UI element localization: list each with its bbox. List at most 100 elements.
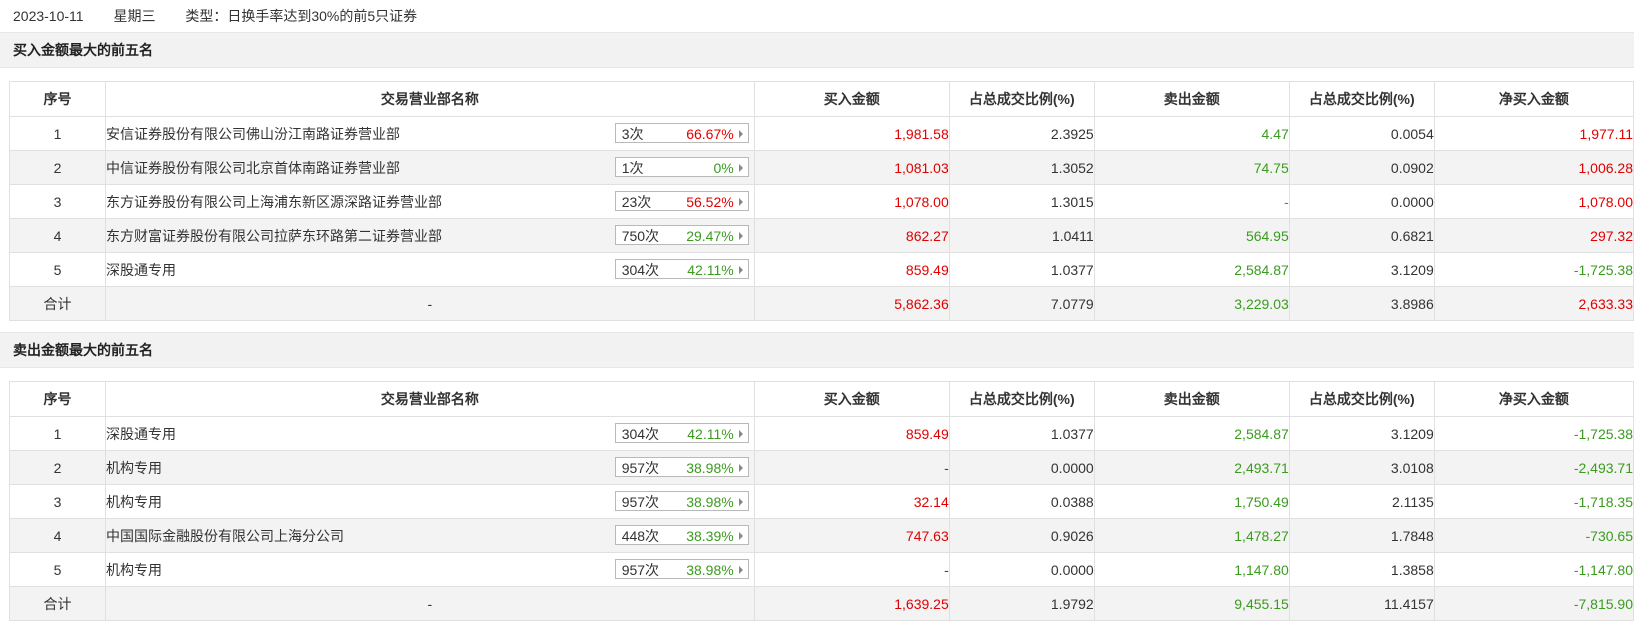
rise-probability: 42.11%	[687, 426, 734, 442]
rise-probability: 66.67%	[686, 126, 734, 142]
total-net-amount: -7,815.90	[1433, 586, 1634, 621]
sell-ratio: 1.3858	[1288, 552, 1435, 587]
buy-amount: 747.63	[753, 518, 950, 553]
net-amount: -1,725.38	[1433, 416, 1634, 451]
col-sell-amount: 卖出金额	[1093, 81, 1290, 117]
buy-ratio: 0.0388	[948, 484, 1095, 519]
branch-cell: 机构专用 957次 38.98%	[104, 552, 755, 587]
table-row: 2 机构专用 957次 38.98% -0.0000 2,493.71 3.0108 -2,4…	[9, 450, 1634, 485]
buy-ratio: 1.3052	[948, 150, 1095, 185]
branch-name-link[interactable]: 东方证券股份有限公司上海浦东新区源深路证券营业部	[105, 193, 442, 210]
branch-cell: 机构专用 957次 38.98%	[104, 450, 755, 485]
row-index: 1	[9, 116, 106, 151]
col-sell-amount: 卖出金额	[1093, 381, 1290, 417]
branch-name-link[interactable]: 机构专用	[105, 561, 162, 578]
col-index: 序号	[9, 381, 106, 417]
net-amount: -1,147.80	[1433, 552, 1634, 587]
sell-ratio: 3.1209	[1288, 252, 1435, 287]
branch-stats-button[interactable]: 3次 66.67%	[614, 123, 749, 143]
list-times: 750次	[621, 228, 660, 244]
branch-stats-button[interactable]: 750次 29.47%	[614, 225, 749, 245]
branch-stats-button[interactable]: 448次 38.39%	[614, 525, 749, 545]
list-times: 957次	[621, 562, 660, 578]
list-times: 23次	[621, 194, 652, 210]
buy-ratio: 1.3015	[948, 184, 1095, 219]
list-times: 304次	[621, 262, 660, 278]
branch-name-link[interactable]: 中信证券股份有限公司北京首体南路证券营业部	[105, 159, 400, 176]
branch-stats-button[interactable]: 304次 42.11%	[614, 423, 749, 443]
buy-amount: 859.49	[753, 252, 950, 287]
sell-ratio: 0.0000	[1288, 184, 1435, 219]
net-amount: -2,493.71	[1433, 450, 1634, 485]
sell-amount: 2,584.87	[1093, 252, 1290, 287]
net-amount: 1,006.28	[1433, 150, 1634, 185]
table-row: 4 东方财富证券股份有限公司拉萨东环路第二证券营业部 750次 29.47% 862.2…	[9, 218, 1634, 253]
caret-right-icon	[738, 430, 743, 438]
total-buy-amount: 5,862.36	[753, 286, 950, 321]
total-branch: -	[104, 586, 755, 621]
total-row: 合计 -1,639.25 1.9792 9,455.15 11.4157 -7,815.9…	[9, 586, 1634, 621]
branch-name-link[interactable]: 深股通专用	[105, 425, 176, 442]
sell-ratio: 3.0108	[1288, 450, 1435, 485]
sell-section-title: 卖出金额最大的前五名	[0, 332, 1634, 368]
col-index: 序号	[9, 81, 106, 117]
total-sell-amount: 3,229.03	[1093, 286, 1290, 321]
caret-right-icon	[738, 266, 743, 274]
branch-name-link[interactable]: 深股通专用	[105, 261, 176, 278]
net-amount: -730.65	[1433, 518, 1634, 553]
branch-stats-button[interactable]: 304次 42.11%	[614, 259, 749, 279]
caret-right-icon	[738, 232, 743, 240]
branch-name-link[interactable]: 机构专用	[105, 459, 162, 476]
sell-ratio: 0.0054	[1288, 116, 1435, 151]
row-index: 4	[9, 218, 106, 253]
col-sell-ratio: 占总成交比例(%)	[1288, 81, 1435, 117]
table-row: 5 机构专用 957次 38.98% -0.0000 1,147.80 1.3858 -1,1…	[9, 552, 1634, 587]
table-row: 2 中信证券股份有限公司北京首体南路证券营业部 1次 0% 1,081.03 1.3052…	[9, 150, 1634, 185]
rise-probability: 0%	[713, 160, 734, 176]
branch-stats-button[interactable]: 23次 56.52%	[614, 191, 749, 211]
col-branch-name: 交易营业部名称	[104, 381, 755, 417]
branch-name-link[interactable]: 中国国际金融股份有限公司上海分公司	[105, 527, 344, 544]
rise-probability: 38.98%	[686, 562, 734, 578]
caret-right-icon	[738, 198, 743, 206]
col-branch-name: 交易营业部名称	[104, 81, 755, 117]
branch-stats-button[interactable]: 1次 0%	[614, 157, 749, 177]
sell-amount: 1,147.80	[1093, 552, 1290, 587]
rise-probability: 56.52%	[686, 194, 734, 210]
list-type: 类型：日换手率达到30%的前5只证券	[185, 8, 418, 24]
col-buy-amount: 买入金额	[753, 381, 950, 417]
branch-stats-button[interactable]: 957次 38.98%	[614, 491, 749, 511]
caret-right-icon	[738, 498, 743, 506]
total-sell-ratio: 3.8986	[1288, 286, 1435, 321]
row-index: 3	[9, 184, 106, 219]
net-amount: 297.32	[1433, 218, 1634, 253]
branch-cell: 机构专用 957次 38.98%	[104, 484, 755, 519]
sell-amount: 2,493.71	[1093, 450, 1290, 485]
total-sell-ratio: 11.4157	[1288, 586, 1435, 621]
row-index: 5	[9, 252, 106, 287]
row-index: 4	[9, 518, 106, 553]
buy-top5-table: 序号 交易营业部名称 买入金额 占总成交比例(%) 卖出金额 占总成交比例(%)…	[9, 81, 1634, 321]
total-net-amount: 2,633.33	[1433, 286, 1634, 321]
branch-name-link[interactable]: 机构专用	[105, 493, 162, 510]
branch-stats-button[interactable]: 957次 38.98%	[614, 559, 749, 579]
list-times: 3次	[621, 126, 644, 142]
branch-name-link[interactable]: 东方财富证券股份有限公司拉萨东环路第二证券营业部	[105, 227, 442, 244]
list-times: 304次	[621, 426, 660, 442]
list-times: 957次	[621, 494, 660, 510]
branch-name-link[interactable]: 安信证券股份有限公司佛山汾江南路证券营业部	[105, 125, 400, 142]
total-branch: -	[104, 286, 755, 321]
buy-amount: 862.27	[753, 218, 950, 253]
sell-amount: 2,584.87	[1093, 416, 1290, 451]
caret-right-icon	[738, 164, 743, 172]
buy-amount: 32.14	[753, 484, 950, 519]
col-buy-ratio: 占总成交比例(%)	[948, 81, 1095, 117]
top-info-bar: 2023-10-11 星期三 类型：日换手率达到30%的前5只证券	[0, 0, 1634, 32]
branch-stats-button[interactable]: 957次 38.98%	[614, 457, 749, 477]
rise-probability: 38.39%	[686, 528, 734, 544]
buy-amount: 1,081.03	[753, 150, 950, 185]
buy-ratio: 0.0000	[948, 552, 1095, 587]
list-times: 448次	[621, 528, 660, 544]
total-buy-ratio: 1.9792	[948, 586, 1095, 621]
col-sell-ratio: 占总成交比例(%)	[1288, 381, 1435, 417]
